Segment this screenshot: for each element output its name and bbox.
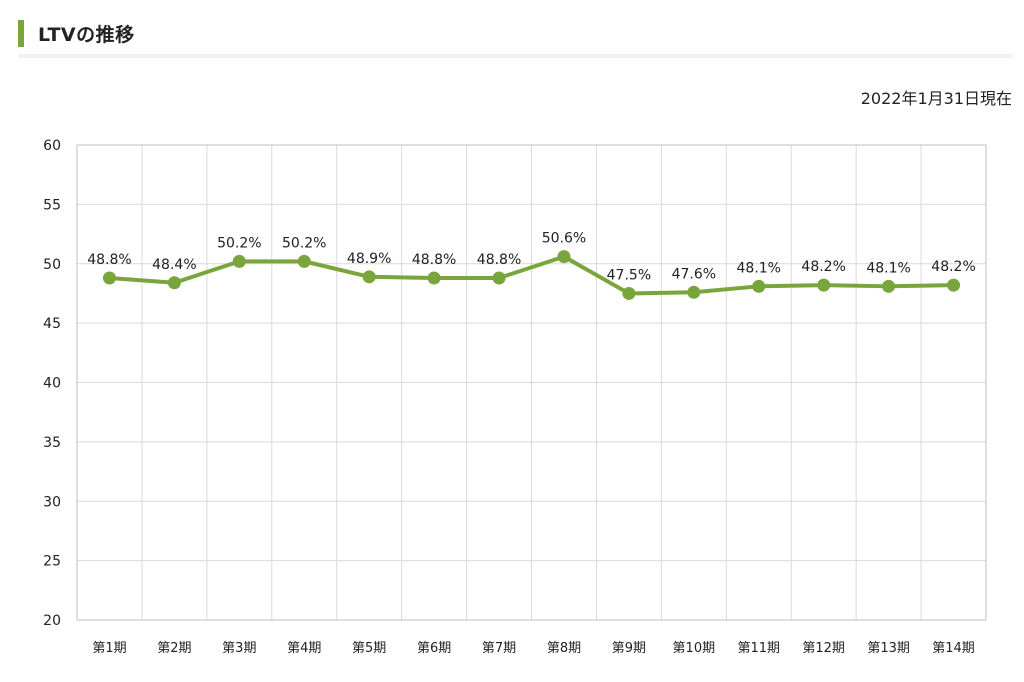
data-point	[947, 278, 961, 292]
data-point	[492, 271, 506, 285]
y-tick-label: 60	[43, 138, 61, 154]
y-tick-label: 55	[43, 197, 61, 213]
x-tick-label: 第13期	[867, 641, 910, 656]
data-point	[297, 254, 311, 268]
y-tick-label: 20	[43, 613, 61, 629]
x-tick-label: 第7期	[482, 641, 516, 656]
y-tick-label: 30	[43, 494, 61, 510]
data-label: 48.1%	[866, 260, 910, 276]
data-point	[167, 276, 181, 290]
data-point	[557, 250, 571, 264]
data-label: 47.5%	[607, 267, 651, 283]
as-of-date: 2022年1月31日現在	[860, 89, 1012, 108]
header-accent-bar	[18, 19, 24, 47]
x-tick-label: 第1期	[92, 641, 126, 656]
series-line	[107, 254, 956, 296]
x-tick-label: 第2期	[157, 641, 191, 656]
header-divider	[18, 54, 1012, 58]
page-title: LTVの推移	[38, 23, 135, 46]
data-label: 48.8%	[412, 252, 456, 268]
y-tick-label: 35	[43, 435, 61, 451]
x-tick-label: 第10期	[673, 641, 716, 656]
x-tick-label: 第6期	[417, 641, 451, 656]
x-tick-label: 第4期	[287, 641, 321, 656]
data-point	[752, 279, 766, 293]
x-tick-label: 第9期	[612, 641, 646, 656]
y-tick-label: 45	[43, 316, 61, 332]
data-label: 47.6%	[672, 266, 716, 282]
data-label: 48.1%	[737, 260, 781, 276]
x-tick-label: 第5期	[352, 641, 386, 656]
data-label: 50.2%	[217, 235, 261, 251]
x-tick-label: 第11期	[737, 641, 780, 656]
data-point	[102, 271, 116, 285]
data-point	[362, 270, 376, 284]
data-label: 50.2%	[282, 235, 326, 251]
data-label: 50.6%	[542, 231, 586, 247]
data-label: 48.8%	[477, 252, 521, 268]
y-tick-label: 25	[43, 554, 61, 570]
x-tick-label: 第12期	[802, 641, 845, 656]
data-label: 48.4%	[152, 257, 196, 273]
data-point	[232, 254, 246, 268]
plot-frame	[76, 144, 987, 621]
data-label: 48.2%	[931, 259, 975, 275]
data-point	[687, 285, 701, 299]
x-tick-label: 第14期	[932, 641, 975, 656]
y-tick-label: 50	[43, 257, 61, 273]
data-point	[882, 279, 896, 293]
data-point	[817, 278, 831, 292]
data-point	[622, 286, 636, 300]
data-point	[427, 271, 441, 285]
y-tick-label: 40	[43, 376, 61, 392]
data-label: 48.2%	[801, 259, 845, 275]
x-tick-label: 第8期	[547, 641, 581, 656]
data-label: 48.8%	[87, 252, 131, 268]
data-label: 48.9%	[347, 251, 391, 267]
section-header: LTVの推移	[18, 18, 1012, 48]
x-tick-label: 第3期	[222, 641, 256, 656]
